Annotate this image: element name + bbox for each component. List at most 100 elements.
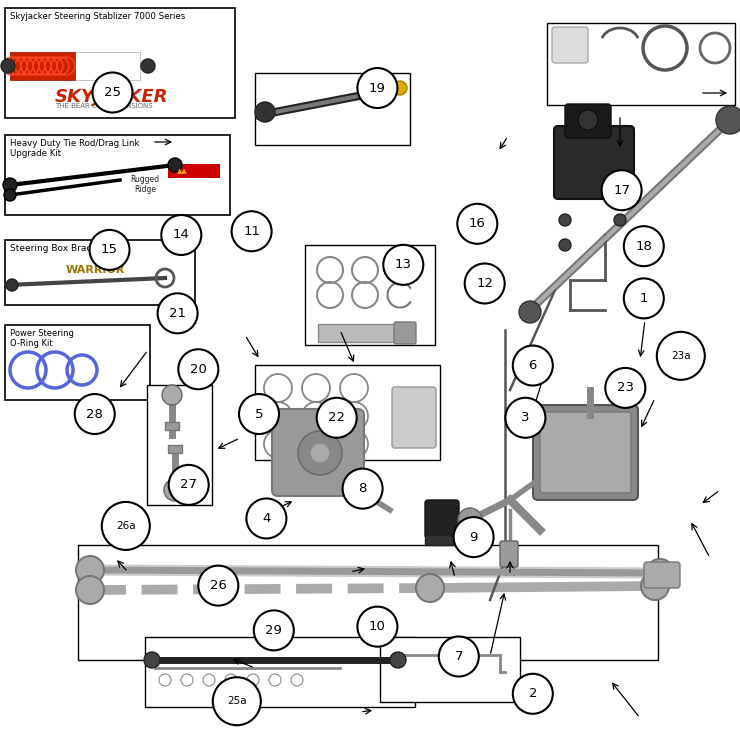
Circle shape [513,345,553,386]
Circle shape [317,398,357,438]
Text: 8: 8 [358,482,367,495]
Circle shape [6,279,18,291]
Circle shape [76,556,104,584]
Bar [318,324,398,342]
FancyBboxPatch shape [540,412,631,493]
Text: 5: 5 [255,407,263,421]
Text: 10: 10 [369,620,386,633]
Circle shape [213,677,260,725]
Text: 29: 29 [266,624,282,637]
Circle shape [4,189,16,201]
Circle shape [716,106,740,134]
Bar [168,164,220,178]
FancyBboxPatch shape [565,104,611,138]
Circle shape [178,349,218,389]
Circle shape [76,576,104,604]
Bar [145,637,415,707]
Bar [255,365,440,460]
Circle shape [465,263,505,304]
Circle shape [390,652,406,668]
Text: 23: 23 [617,381,633,395]
Text: Heavy Duty Tie Rod/Drag Link
Upgrade Kit: Heavy Duty Tie Rod/Drag Link Upgrade Kit [10,139,140,158]
Bar [78,545,658,660]
Bar [547,23,735,105]
Bar [10,52,75,80]
Circle shape [559,239,571,251]
Text: 1: 1 [639,292,648,305]
FancyBboxPatch shape [554,126,634,199]
Text: THE BEAR OF SUSPENSIONS: THE BEAR OF SUSPENSIONS [55,103,152,109]
FancyBboxPatch shape [272,409,364,496]
Text: 27: 27 [181,478,197,492]
Text: ▲▲: ▲▲ [177,168,187,174]
Text: 19: 19 [369,81,386,95]
Bar [425,535,459,545]
Circle shape [602,170,642,210]
Circle shape [158,293,198,333]
Text: 21: 21 [169,307,186,320]
Circle shape [505,398,545,438]
Circle shape [75,394,115,434]
Text: 25a: 25a [227,696,246,706]
Text: 2: 2 [528,687,537,700]
Text: Power Steering
O-Ring Kit: Power Steering O-Ring Kit [10,329,74,348]
Text: 3: 3 [521,411,530,424]
Circle shape [393,81,407,95]
Text: 12: 12 [477,277,493,290]
Circle shape [168,158,182,172]
Circle shape [169,465,209,505]
Text: 28: 28 [87,407,103,421]
Circle shape [624,278,664,319]
Circle shape [357,68,397,108]
Circle shape [641,572,669,600]
FancyBboxPatch shape [500,541,518,567]
Circle shape [439,636,479,677]
Circle shape [657,332,704,380]
Text: 20: 20 [190,363,206,376]
Text: WARRIOR: WARRIOR [65,265,124,275]
Bar [5,8,235,118]
Text: 9: 9 [469,530,478,544]
Text: 11: 11 [243,225,260,238]
Circle shape [3,178,17,192]
Text: SKYJACKER: SKYJACKER [55,88,169,106]
FancyBboxPatch shape [425,500,459,538]
Text: Skyjacker Steering Stablizer 7000 Series: Skyjacker Steering Stablizer 7000 Series [10,12,185,21]
Text: 25: 25 [104,86,121,99]
Bar [5,240,195,305]
Text: 26: 26 [210,579,226,592]
Text: 13: 13 [395,258,411,272]
Circle shape [383,245,423,285]
Bar [147,385,212,505]
Circle shape [164,479,186,501]
FancyBboxPatch shape [394,322,416,344]
Circle shape [232,211,272,251]
FancyBboxPatch shape [533,405,638,500]
Circle shape [90,230,130,270]
Circle shape [1,59,15,73]
Circle shape [559,214,571,226]
Text: Steering Box Brace: Steering Box Brace [10,244,97,253]
Bar [255,73,410,145]
Circle shape [454,517,494,557]
Circle shape [298,431,342,475]
Circle shape [624,226,664,266]
Circle shape [92,72,132,113]
Text: 4: 4 [262,512,271,525]
Circle shape [416,574,444,602]
Text: Rugged
Ridge: Rugged Ridge [130,175,160,195]
Circle shape [513,674,553,714]
Bar [380,637,520,702]
Circle shape [457,204,497,244]
FancyBboxPatch shape [644,562,680,588]
Circle shape [162,385,182,405]
Circle shape [141,59,155,73]
Circle shape [605,368,645,408]
Circle shape [614,214,626,226]
Bar [305,245,435,345]
Circle shape [578,110,598,130]
Text: 15: 15 [101,243,118,257]
Text: 6: 6 [528,359,537,372]
Bar [168,445,182,453]
Text: 17: 17 [613,184,630,197]
